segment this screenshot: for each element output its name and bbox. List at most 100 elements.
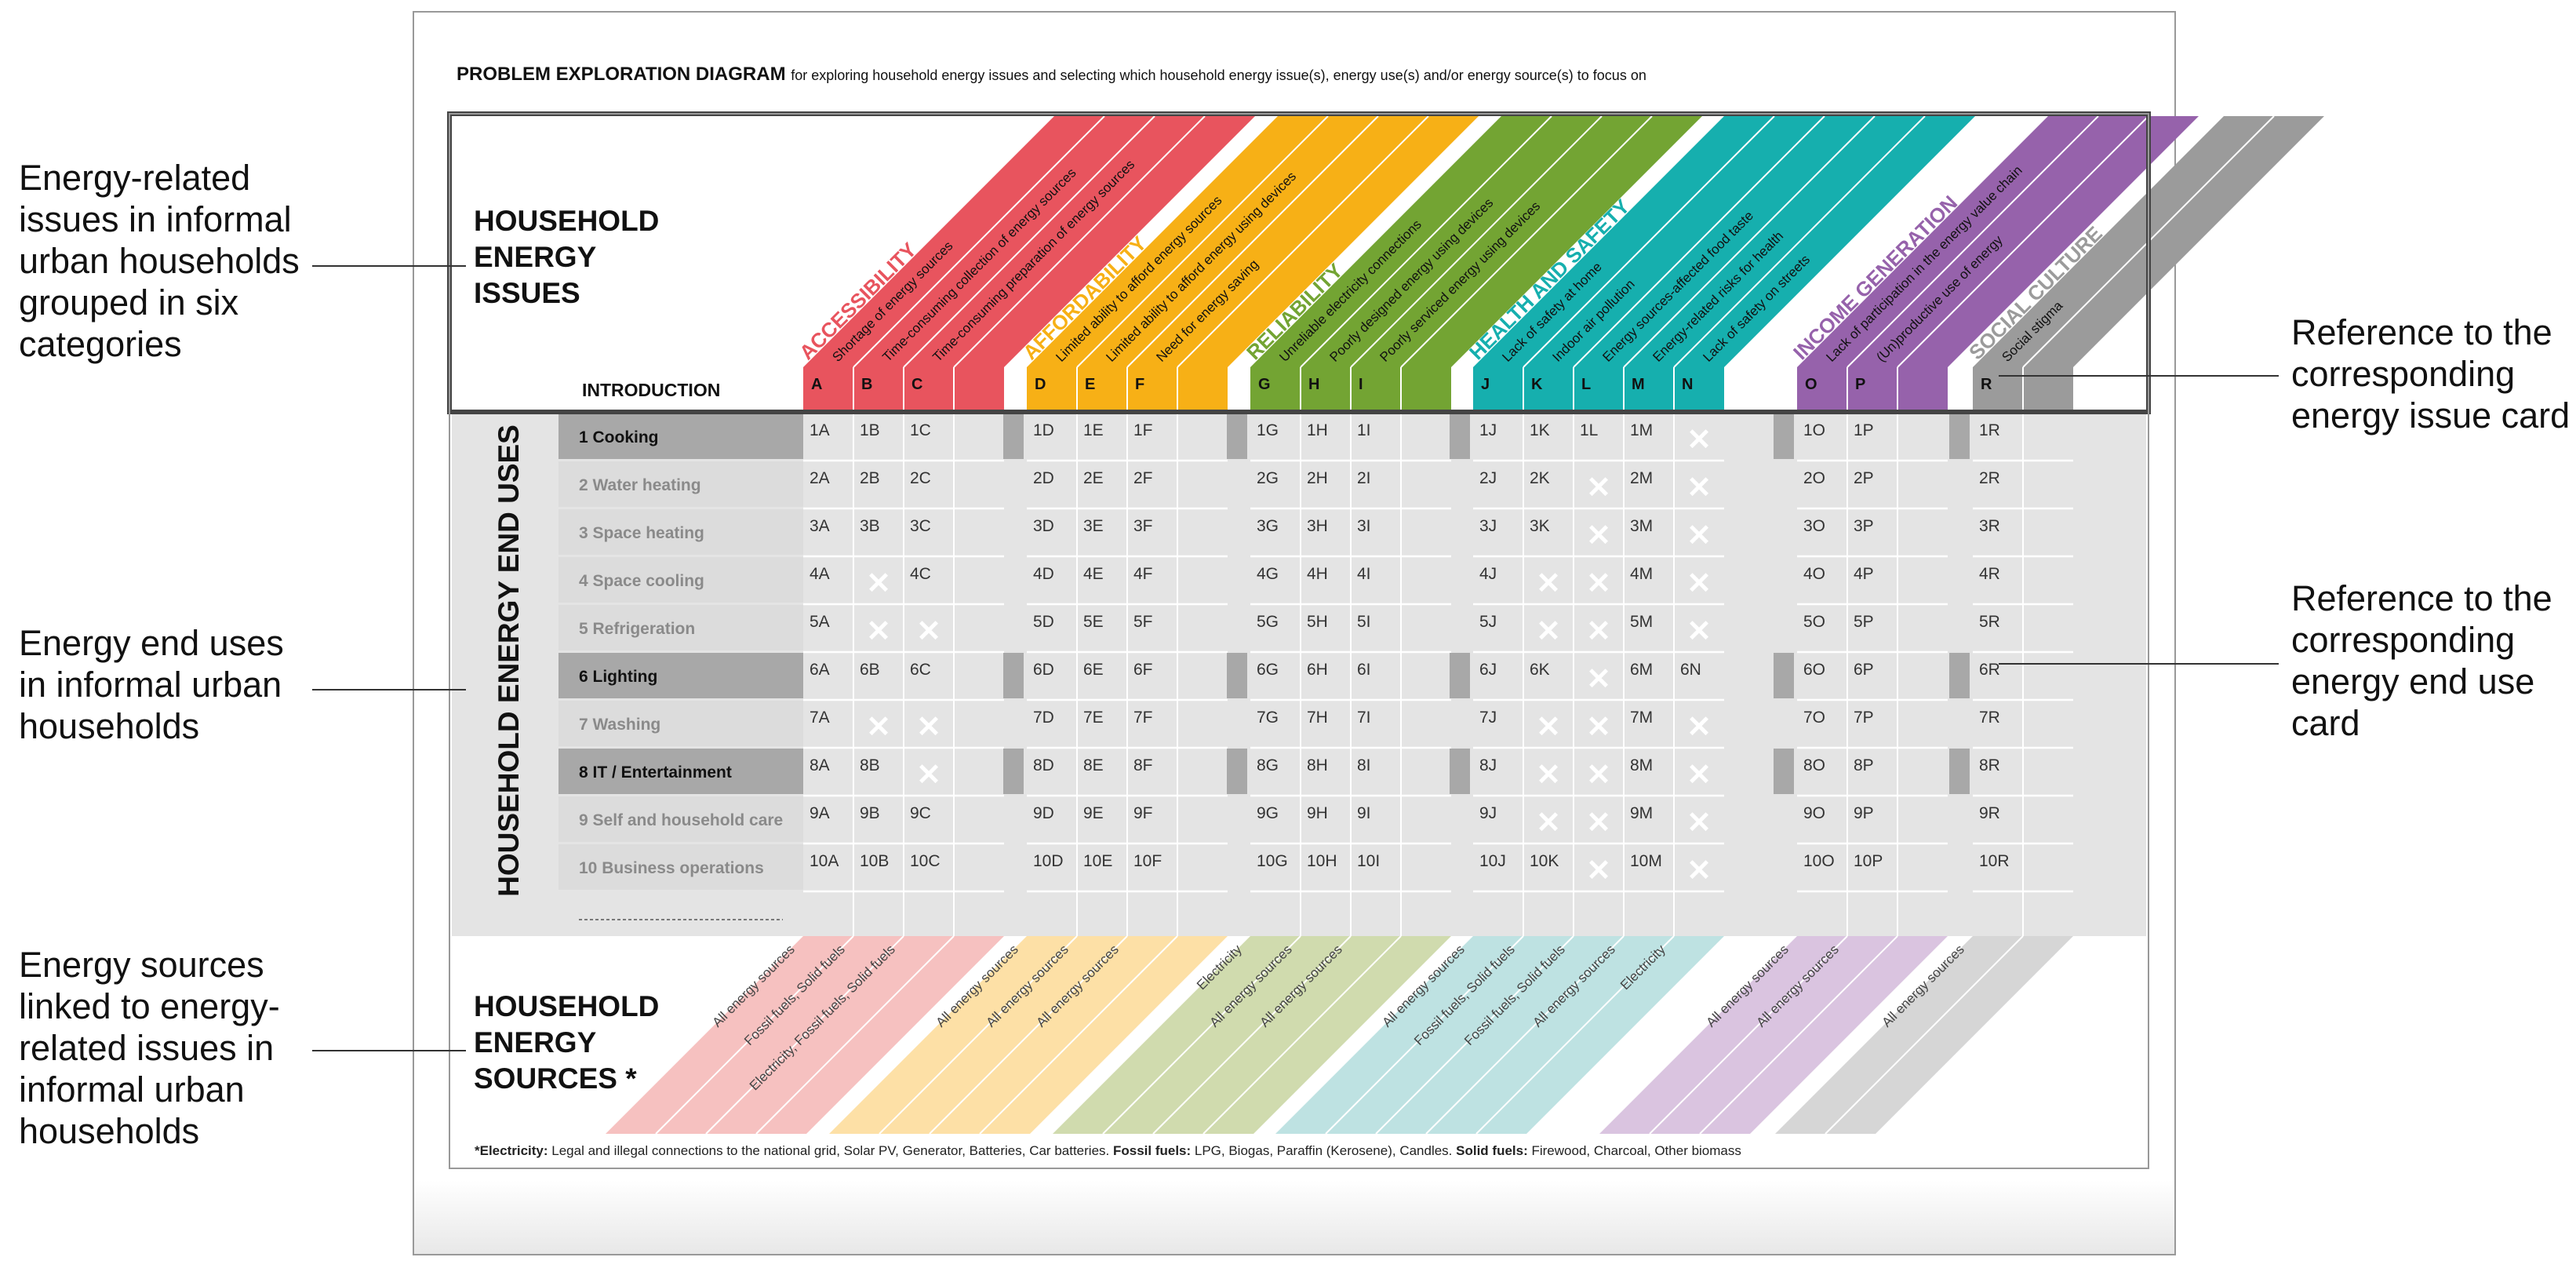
cell-code[interactable]: 1K (1530, 421, 1550, 439)
cell-code[interactable]: 10D (1033, 852, 1064, 870)
cell-code[interactable]: 2G (1257, 469, 1279, 487)
cell-code[interactable]: 3M (1630, 517, 1653, 535)
cell-code[interactable]: 4R (1979, 565, 2000, 583)
cell-code[interactable]: 9F (1133, 804, 1153, 822)
cell-code[interactable]: 9J (1479, 804, 1497, 822)
cell-code[interactable]: 2J (1479, 469, 1497, 487)
cell-code[interactable]: 7M (1630, 709, 1653, 727)
cell-code[interactable]: 9A (810, 804, 830, 822)
cell-code[interactable]: 10I (1357, 852, 1380, 870)
cell-code[interactable]: 1F (1133, 421, 1153, 439)
cell-code[interactable]: 7H (1307, 709, 1328, 727)
cell-code[interactable]: 9I (1357, 804, 1371, 822)
cell-code[interactable]: 10H (1307, 852, 1337, 870)
cell-code[interactable]: 2R (1979, 469, 2000, 487)
cell-code[interactable]: 9C (910, 804, 931, 822)
cell-code[interactable]: 7A (810, 709, 830, 727)
cell-code[interactable]: 5E (1083, 613, 1104, 631)
cell-code[interactable]: 6E (1083, 661, 1104, 679)
cell-code[interactable]: 8A (810, 756, 830, 774)
cell-code[interactable]: 7J (1479, 709, 1497, 727)
cell-code[interactable]: 1H (1307, 421, 1328, 439)
cell-code[interactable]: 8M (1630, 756, 1653, 774)
cell-code[interactable]: 6J (1479, 661, 1497, 679)
cell-code[interactable]: 5G (1257, 613, 1279, 631)
cell-code[interactable]: 9G (1257, 804, 1279, 822)
cell-code[interactable]: 6A (810, 661, 830, 679)
cell-code[interactable]: 6F (1133, 661, 1153, 679)
cell-code[interactable]: 6D (1033, 661, 1054, 679)
cell-code[interactable]: 4M (1630, 565, 1653, 583)
cell-code[interactable]: 6I (1357, 661, 1371, 679)
cell-code[interactable]: 1P (1854, 421, 1874, 439)
cell-code[interactable]: 1B (860, 421, 880, 439)
cell-code[interactable]: 9H (1307, 804, 1328, 822)
cell-code[interactable]: 2H (1307, 469, 1328, 487)
cell-code[interactable]: 2A (810, 469, 830, 487)
cell-code[interactable]: 10A (810, 852, 839, 870)
cell-code[interactable]: 2B (860, 469, 880, 487)
cell-code[interactable]: 4O (1803, 565, 1825, 583)
cell-code[interactable]: 2D (1033, 469, 1054, 487)
cell-code[interactable]: 1I (1357, 421, 1371, 439)
cell-code[interactable]: 8P (1854, 756, 1874, 774)
cell-code[interactable]: 5A (810, 613, 830, 631)
cell-code[interactable]: 4D (1033, 565, 1054, 583)
cell-code[interactable]: 3B (860, 517, 880, 535)
cell-code[interactable]: 3C (910, 517, 931, 535)
cell-code[interactable]: 6N (1680, 661, 1701, 679)
cell-code[interactable]: 1A (810, 421, 830, 439)
cell-code[interactable]: 7R (1979, 709, 2000, 727)
cell-code[interactable]: 1O (1803, 421, 1825, 439)
cell-code[interactable]: 9D (1033, 804, 1054, 822)
cell-code[interactable]: 3I (1357, 517, 1371, 535)
cell-code[interactable]: 1E (1083, 421, 1104, 439)
cell-code[interactable]: 7G (1257, 709, 1279, 727)
cell-code[interactable]: 10C (910, 852, 941, 870)
cell-code[interactable]: 4F (1133, 565, 1153, 583)
cell-code[interactable]: 3E (1083, 517, 1104, 535)
cell-code[interactable]: 5F (1133, 613, 1153, 631)
cell-code[interactable]: 9B (860, 804, 880, 822)
cell-code[interactable]: 7P (1854, 709, 1874, 727)
cell-code[interactable]: 3P (1854, 517, 1874, 535)
cell-code[interactable]: 3R (1979, 517, 2000, 535)
cell-code[interactable]: 3J (1479, 517, 1497, 535)
cell-code[interactable]: 2F (1133, 469, 1153, 487)
cell-code[interactable]: 8D (1033, 756, 1054, 774)
cell-code[interactable]: 7E (1083, 709, 1104, 727)
cell-code[interactable]: 7F (1133, 709, 1153, 727)
cell-code[interactable]: 8J (1479, 756, 1497, 774)
cell-code[interactable]: 4J (1479, 565, 1497, 583)
cell-code[interactable]: 10B (860, 852, 889, 870)
cell-code[interactable]: 8F (1133, 756, 1153, 774)
cell-code[interactable]: 6B (860, 661, 880, 679)
cell-code[interactable]: 5I (1357, 613, 1371, 631)
cell-code[interactable]: 2P (1854, 469, 1874, 487)
cell-code[interactable]: 8G (1257, 756, 1279, 774)
cell-code[interactable]: 1C (910, 421, 931, 439)
cell-code[interactable]: 4I (1357, 565, 1371, 583)
cell-code[interactable]: 9P (1854, 804, 1874, 822)
cell-code[interactable]: 2O (1803, 469, 1825, 487)
cell-code[interactable]: 8O (1803, 756, 1825, 774)
cell-code[interactable]: 7D (1033, 709, 1054, 727)
cell-code[interactable]: 4P (1854, 565, 1874, 583)
cell-code[interactable]: 7O (1803, 709, 1825, 727)
cell-code[interactable]: 3O (1803, 517, 1825, 535)
cell-code[interactable]: 6K (1530, 661, 1550, 679)
cell-code[interactable]: 10K (1530, 852, 1559, 870)
cell-code[interactable]: 10G (1257, 852, 1288, 870)
cell-code[interactable]: 2I (1357, 469, 1371, 487)
cell-code[interactable]: 1D (1033, 421, 1054, 439)
cell-code[interactable]: 1G (1257, 421, 1279, 439)
cell-code[interactable]: 9R (1979, 804, 2000, 822)
cell-code[interactable]: 3D (1033, 517, 1054, 535)
cell-code[interactable]: 6H (1307, 661, 1328, 679)
cell-code[interactable]: 10M (1630, 852, 1662, 870)
cell-code[interactable]: 2K (1530, 469, 1550, 487)
cell-code[interactable]: 8E (1083, 756, 1104, 774)
cell-code[interactable]: 9M (1630, 804, 1653, 822)
cell-code[interactable]: 9O (1803, 804, 1825, 822)
cell-code[interactable]: 5R (1979, 613, 2000, 631)
